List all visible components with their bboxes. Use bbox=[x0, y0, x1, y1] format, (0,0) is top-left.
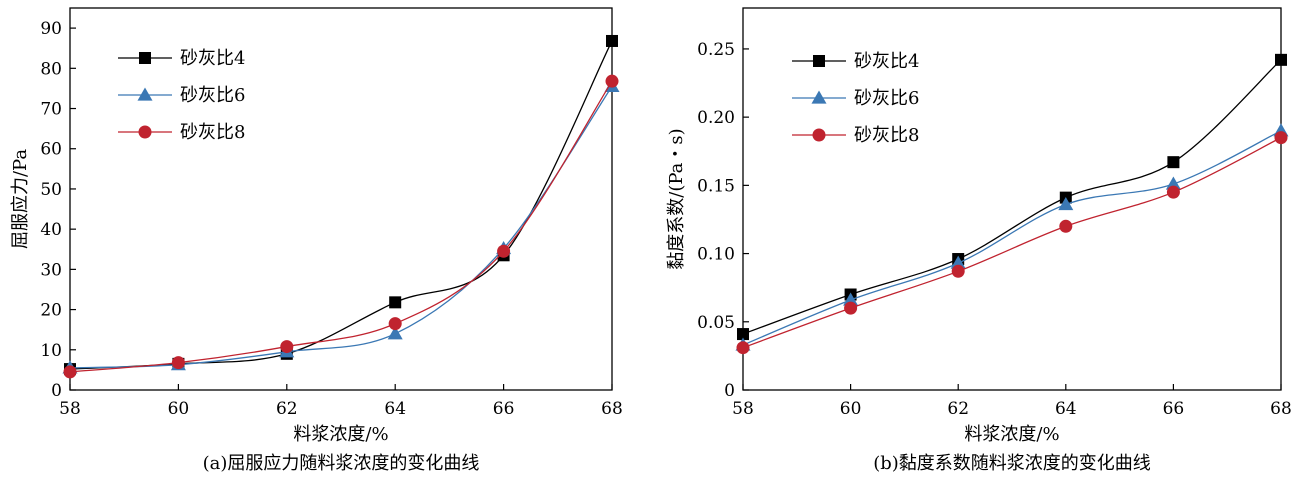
x-tick-label: 66 bbox=[1163, 399, 1185, 419]
y-tick-label: 0.20 bbox=[697, 108, 735, 128]
y-tick-label: 40 bbox=[40, 220, 62, 240]
data-point bbox=[843, 292, 859, 306]
data-point bbox=[1167, 156, 1180, 169]
data-point bbox=[1058, 196, 1074, 211]
x-tick-label: 62 bbox=[276, 399, 298, 419]
y-tick-label: 10 bbox=[40, 341, 62, 361]
legend-marker bbox=[812, 128, 826, 142]
x-tick-label: 64 bbox=[384, 399, 406, 419]
data-point bbox=[280, 340, 294, 354]
data-point bbox=[63, 365, 77, 379]
y-tick-label: 0.10 bbox=[697, 245, 735, 265]
y-axis-label: 屈服应力/Pa bbox=[10, 149, 31, 249]
data-point bbox=[389, 296, 402, 309]
data-point bbox=[1274, 131, 1288, 145]
series-line-3 bbox=[742, 137, 1282, 349]
y-axis-label: 黏度系数/(Pa・s) bbox=[666, 128, 687, 269]
data-point bbox=[605, 74, 619, 88]
series-line-2 bbox=[742, 130, 1282, 346]
legend-label: 砂灰比4 bbox=[180, 48, 245, 69]
x-axis-label: 料浆浓度/% bbox=[964, 424, 1059, 445]
x-tick-label: 66 bbox=[493, 399, 515, 419]
legend-label: 砂灰比6 bbox=[180, 85, 245, 106]
x-tick-label: 58 bbox=[732, 399, 754, 419]
y-tick-label: 0.25 bbox=[697, 40, 735, 60]
series-line-2 bbox=[69, 86, 613, 369]
data-point bbox=[606, 34, 618, 47]
data-point bbox=[951, 264, 965, 278]
data-point bbox=[497, 244, 511, 258]
chart-caption: (b)黏度系数随料浆浓度的变化曲线 bbox=[873, 453, 1151, 474]
legend-marker bbox=[139, 52, 151, 64]
data-point bbox=[844, 301, 858, 315]
legend-label: 砂灰比8 bbox=[854, 125, 919, 146]
y-tick-label: 20 bbox=[40, 301, 62, 321]
legend-label: 砂灰比4 bbox=[854, 51, 919, 72]
data-point bbox=[737, 328, 749, 341]
series-line-1 bbox=[742, 59, 1282, 335]
data-point bbox=[171, 356, 185, 370]
legend-marker bbox=[137, 87, 153, 101]
y-tick-label: 80 bbox=[40, 59, 62, 79]
plot-frame bbox=[69, 7, 613, 391]
data-point bbox=[388, 317, 402, 331]
plot-frame bbox=[742, 7, 1282, 391]
x-tick-label: 64 bbox=[1055, 399, 1077, 419]
y-tick-label: 0 bbox=[724, 381, 735, 401]
data-point bbox=[736, 341, 750, 355]
legend-label: 砂灰比8 bbox=[180, 122, 245, 143]
y-tick-label: 60 bbox=[40, 140, 62, 160]
x-tick-label: 68 bbox=[1270, 399, 1292, 419]
x-tick-label: 60 bbox=[168, 399, 190, 419]
x-tick-label: 62 bbox=[947, 399, 969, 419]
data-point bbox=[387, 326, 403, 340]
x-axis-label: 料浆浓度/% bbox=[293, 424, 388, 445]
chart-caption: (a)屈服应力随料浆浓度的变化曲线 bbox=[203, 453, 480, 474]
legend-marker bbox=[138, 125, 152, 139]
chart-a: 58 60 62 64 66 68 0 10 20 30 40 50 60 70 80 90 料浆浓度/% 屈服应… bbox=[10, 7, 623, 474]
chart-b: 58 60 62 64 66 68 0 0.05 0.10 0.15 0.20 0.25 料浆浓度/% 黏… bbox=[666, 7, 1292, 474]
x-tick-label: 58 bbox=[59, 399, 81, 419]
y-tick-label: 50 bbox=[40, 180, 62, 200]
legend-marker bbox=[811, 90, 827, 104]
data-point bbox=[1275, 53, 1287, 66]
y-tick-label: 90 bbox=[40, 19, 62, 39]
y-tick-label: 70 bbox=[40, 100, 62, 120]
x-tick-label: 60 bbox=[840, 399, 862, 419]
x-tick-label: 68 bbox=[601, 399, 623, 419]
y-tick-label: 0.15 bbox=[697, 176, 735, 196]
y-tick-label: 0.05 bbox=[697, 313, 735, 333]
y-tick-label: 0 bbox=[51, 381, 62, 401]
data-point bbox=[1165, 176, 1181, 190]
legend: 砂灰比4 砂灰比6 砂灰比8 bbox=[118, 48, 245, 143]
y-tick-label: 30 bbox=[40, 260, 62, 280]
legend-label: 砂灰比6 bbox=[854, 88, 919, 109]
data-point bbox=[1059, 219, 1073, 233]
legend-marker bbox=[813, 55, 825, 67]
series-line-1 bbox=[69, 40, 613, 370]
legend: 砂灰比4 砂灰比6 砂灰比8 bbox=[792, 51, 919, 146]
data-point bbox=[1166, 185, 1180, 199]
series-line-3 bbox=[69, 80, 613, 373]
data-point bbox=[950, 255, 966, 269]
